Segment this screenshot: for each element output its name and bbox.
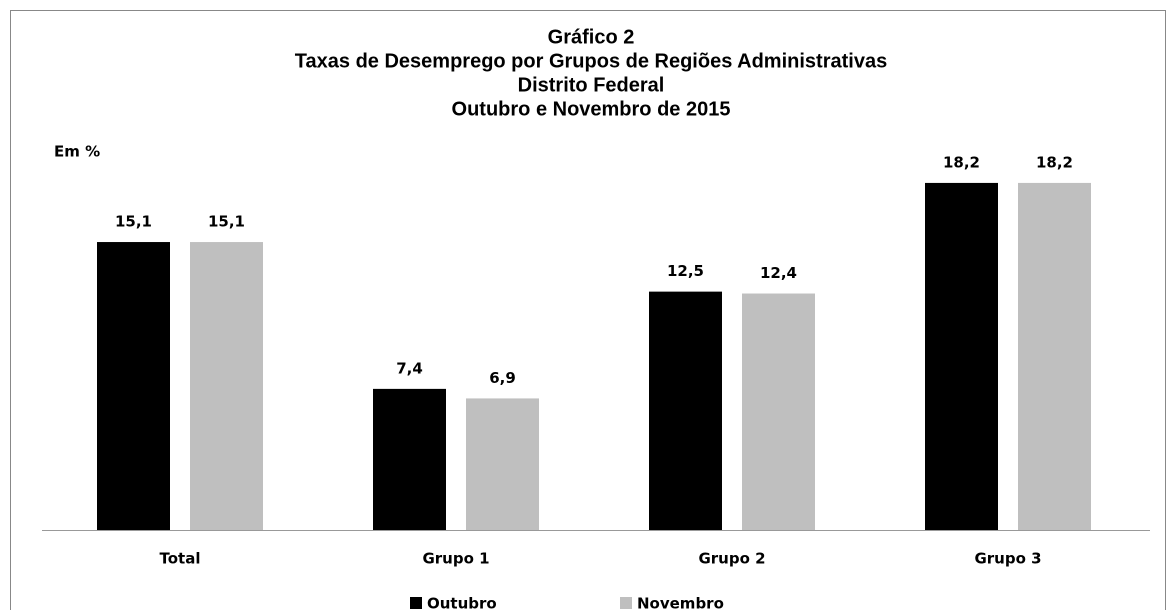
chart-title: Distrito Federal [518,74,665,96]
bar [373,388,446,530]
data-label: 6,9 [489,369,516,387]
x-tick-label: Total [160,550,201,568]
x-tick-label: Grupo 3 [974,550,1041,568]
chart-title: Taxas de Desemprego por Grupos de Regiõe… [295,50,887,72]
data-label: 7,4 [396,359,423,377]
legend-swatch [620,597,632,609]
data-label: 15,1 [115,213,152,231]
unit-label: Em % [54,143,100,161]
data-label: 15,1 [208,213,245,231]
data-label: 18,2 [943,153,980,171]
chart-title: Gráfico 2 [548,26,635,48]
legend-label: Outubro [427,595,497,610]
legend-swatch [410,597,422,609]
bar [97,242,170,530]
x-tick-label: Grupo 1 [422,550,489,568]
bar [466,398,539,530]
bar [925,182,998,530]
legend-label: Novembro [637,595,724,610]
bar [190,242,263,530]
x-tick-label: Grupo 2 [698,550,765,568]
data-label: 12,5 [667,262,704,280]
bar [742,293,815,530]
data-label: 18,2 [1036,153,1073,171]
bar [649,291,722,530]
chart-title: Outubro e Novembro de 2015 [452,98,731,120]
bar [1018,182,1091,530]
data-label: 12,4 [760,264,797,282]
